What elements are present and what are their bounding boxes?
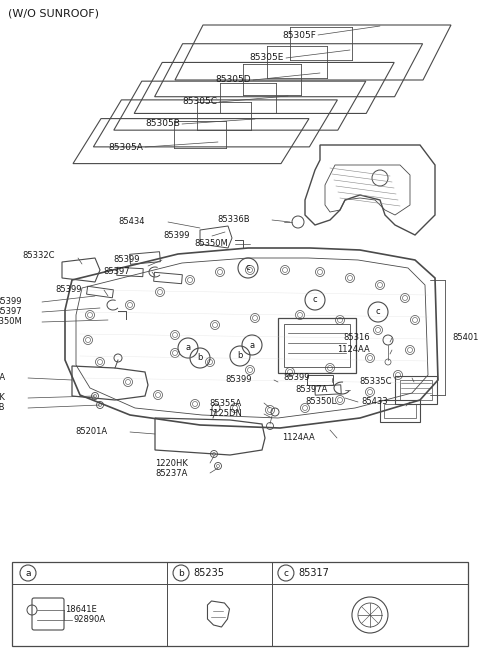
Text: 85305D: 85305D xyxy=(216,75,251,85)
Text: 85316: 85316 xyxy=(343,333,370,342)
Text: a: a xyxy=(25,569,31,577)
Text: 85350M: 85350M xyxy=(0,318,22,327)
Text: 85237A: 85237A xyxy=(156,468,188,478)
Text: 85433: 85433 xyxy=(361,398,388,407)
Text: c: c xyxy=(283,569,288,577)
Text: 1124AA: 1124AA xyxy=(282,434,315,443)
Text: c: c xyxy=(312,295,317,304)
Text: b: b xyxy=(178,569,184,577)
Text: 85235: 85235 xyxy=(193,568,224,578)
Text: 85305E: 85305E xyxy=(250,54,284,62)
Text: 85434: 85434 xyxy=(119,218,145,226)
Text: 85201A: 85201A xyxy=(76,428,108,436)
Bar xyxy=(395,376,437,404)
Text: 85350L: 85350L xyxy=(305,398,336,407)
Text: 1220HK: 1220HK xyxy=(155,459,188,468)
Text: 85399: 85399 xyxy=(164,232,190,241)
Bar xyxy=(284,324,350,367)
Text: 85399: 85399 xyxy=(113,255,140,264)
Bar xyxy=(380,400,420,422)
Text: 85350M: 85350M xyxy=(194,239,228,249)
Text: a: a xyxy=(250,340,254,350)
Text: (W/O SUNROOF): (W/O SUNROOF) xyxy=(8,9,99,19)
Text: 85202A: 85202A xyxy=(0,373,5,382)
Text: 85335C: 85335C xyxy=(360,377,392,386)
Bar xyxy=(400,380,432,400)
Text: 85317: 85317 xyxy=(298,568,329,578)
Text: c: c xyxy=(246,264,250,272)
Text: 85305B: 85305B xyxy=(145,119,180,129)
Text: 85355A: 85355A xyxy=(210,398,242,407)
Text: 85399: 85399 xyxy=(226,375,252,384)
Text: 85305F: 85305F xyxy=(282,30,316,39)
Text: 92890A: 92890A xyxy=(73,615,105,625)
Text: 85332C: 85332C xyxy=(23,251,55,260)
Bar xyxy=(278,318,356,373)
Text: 85237B: 85237B xyxy=(0,403,5,413)
Text: 85305A: 85305A xyxy=(108,142,143,152)
Text: 85399: 85399 xyxy=(0,298,22,306)
Bar xyxy=(12,562,468,646)
Text: 85401: 85401 xyxy=(452,333,479,342)
Text: 1125DN: 1125DN xyxy=(208,409,242,419)
Text: 85399: 85399 xyxy=(284,373,310,382)
Bar xyxy=(384,404,416,418)
Text: 85397: 85397 xyxy=(0,308,22,316)
Text: c: c xyxy=(376,308,380,316)
Text: 85305C: 85305C xyxy=(182,98,217,106)
Text: 1220HK: 1220HK xyxy=(0,394,5,403)
Text: 1124AA: 1124AA xyxy=(337,346,370,354)
Text: 85397A: 85397A xyxy=(296,386,328,394)
Text: a: a xyxy=(185,344,191,352)
Text: 85399: 85399 xyxy=(56,285,82,295)
Text: 85397: 85397 xyxy=(103,268,130,276)
Text: b: b xyxy=(197,354,203,363)
Text: b: b xyxy=(237,352,243,361)
Text: 85336B: 85336B xyxy=(217,216,250,224)
Text: 18641E: 18641E xyxy=(65,605,97,615)
